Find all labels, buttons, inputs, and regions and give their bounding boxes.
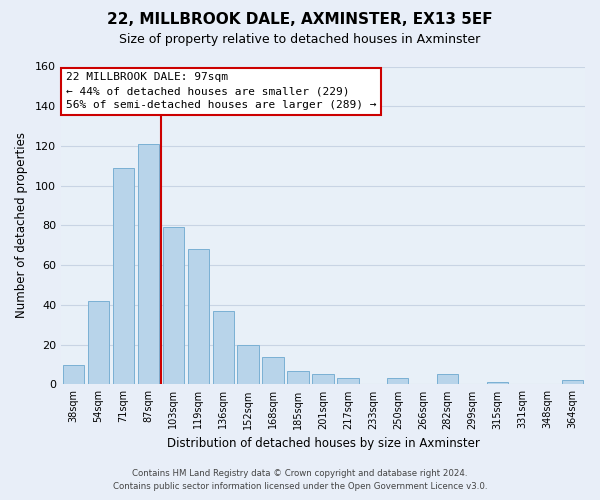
Bar [113,168,134,384]
Y-axis label: Number of detached properties: Number of detached properties [15,132,28,318]
Bar [387,378,409,384]
Text: Size of property relative to detached houses in Axminster: Size of property relative to detached ho… [119,32,481,46]
Bar [287,370,308,384]
Bar [163,228,184,384]
Bar [437,374,458,384]
Text: 22 MILLBROOK DALE: 97sqm
← 44% of detached houses are smaller (229)
56% of semi-: 22 MILLBROOK DALE: 97sqm ← 44% of detach… [66,72,376,110]
X-axis label: Distribution of detached houses by size in Axminster: Distribution of detached houses by size … [167,437,479,450]
Bar [313,374,334,384]
Text: Contains HM Land Registry data © Crown copyright and database right 2024.
Contai: Contains HM Land Registry data © Crown c… [113,469,487,491]
Bar [238,344,259,385]
Bar [262,356,284,384]
Text: 22, MILLBROOK DALE, AXMINSTER, EX13 5EF: 22, MILLBROOK DALE, AXMINSTER, EX13 5EF [107,12,493,28]
Bar [188,250,209,384]
Bar [487,382,508,384]
Bar [337,378,359,384]
Bar [212,311,234,384]
Bar [137,144,159,384]
Bar [88,301,109,384]
Bar [63,364,84,384]
Bar [562,380,583,384]
